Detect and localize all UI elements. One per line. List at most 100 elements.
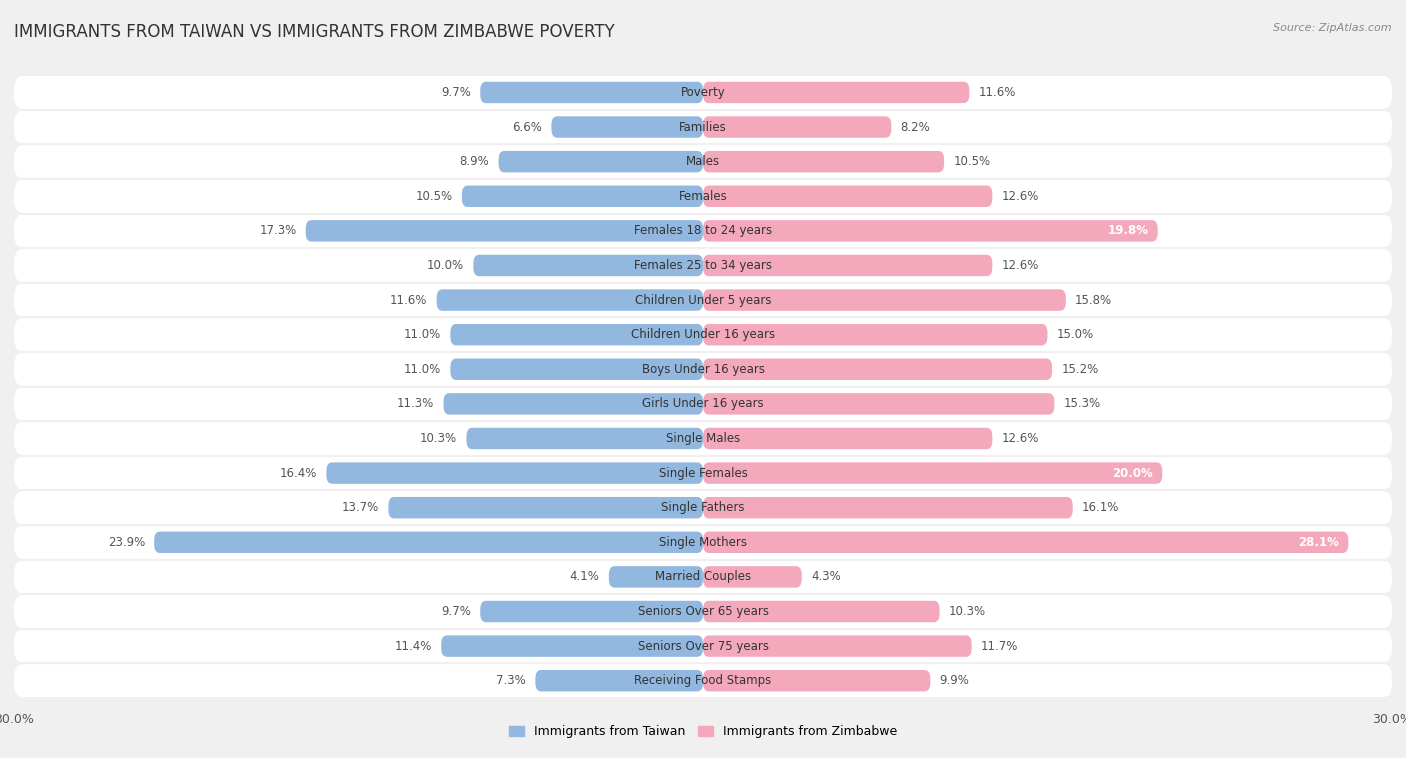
Text: 15.3%: 15.3% (1063, 397, 1101, 410)
FancyBboxPatch shape (14, 595, 1392, 628)
FancyBboxPatch shape (14, 215, 1392, 247)
Text: 15.8%: 15.8% (1076, 293, 1112, 306)
FancyBboxPatch shape (499, 151, 703, 172)
Text: 10.3%: 10.3% (949, 605, 986, 618)
FancyBboxPatch shape (450, 359, 703, 380)
FancyBboxPatch shape (481, 82, 703, 103)
Text: 16.1%: 16.1% (1083, 501, 1119, 514)
FancyBboxPatch shape (703, 462, 1163, 484)
Text: 16.4%: 16.4% (280, 467, 318, 480)
Text: 9.9%: 9.9% (939, 674, 969, 688)
Text: Source: ZipAtlas.com: Source: ZipAtlas.com (1274, 23, 1392, 33)
FancyBboxPatch shape (437, 290, 703, 311)
Text: 8.2%: 8.2% (900, 121, 931, 133)
Text: 7.3%: 7.3% (496, 674, 526, 688)
Text: Receiving Food Stamps: Receiving Food Stamps (634, 674, 772, 688)
Text: Poverty: Poverty (681, 86, 725, 99)
FancyBboxPatch shape (703, 255, 993, 276)
Text: Single Females: Single Females (658, 467, 748, 480)
Text: Females 25 to 34 years: Females 25 to 34 years (634, 259, 772, 272)
FancyBboxPatch shape (703, 359, 1052, 380)
Text: 10.3%: 10.3% (420, 432, 457, 445)
FancyBboxPatch shape (14, 664, 1392, 697)
Text: Females 18 to 24 years: Females 18 to 24 years (634, 224, 772, 237)
Text: 10.5%: 10.5% (953, 155, 990, 168)
FancyBboxPatch shape (441, 635, 703, 657)
FancyBboxPatch shape (703, 670, 931, 691)
FancyBboxPatch shape (703, 82, 969, 103)
Text: Married Couples: Married Couples (655, 571, 751, 584)
Text: 9.7%: 9.7% (441, 605, 471, 618)
Text: Females: Females (679, 190, 727, 202)
FancyBboxPatch shape (703, 566, 801, 587)
Text: Seniors Over 75 years: Seniors Over 75 years (637, 640, 769, 653)
FancyBboxPatch shape (703, 290, 1066, 311)
Text: 28.1%: 28.1% (1298, 536, 1339, 549)
FancyBboxPatch shape (703, 116, 891, 138)
FancyBboxPatch shape (14, 629, 1392, 662)
Text: Families: Families (679, 121, 727, 133)
Text: 20.0%: 20.0% (1112, 467, 1153, 480)
FancyBboxPatch shape (703, 635, 972, 657)
FancyBboxPatch shape (14, 180, 1392, 213)
Text: 11.0%: 11.0% (404, 363, 441, 376)
FancyBboxPatch shape (14, 318, 1392, 351)
Text: Males: Males (686, 155, 720, 168)
Text: Children Under 5 years: Children Under 5 years (634, 293, 772, 306)
FancyBboxPatch shape (14, 352, 1392, 386)
FancyBboxPatch shape (443, 393, 703, 415)
FancyBboxPatch shape (703, 220, 1157, 242)
FancyBboxPatch shape (703, 531, 1348, 553)
FancyBboxPatch shape (481, 601, 703, 622)
Text: Boys Under 16 years: Boys Under 16 years (641, 363, 765, 376)
FancyBboxPatch shape (609, 566, 703, 587)
FancyBboxPatch shape (703, 428, 993, 449)
Text: Single Mothers: Single Mothers (659, 536, 747, 549)
Text: 15.0%: 15.0% (1057, 328, 1094, 341)
FancyBboxPatch shape (703, 497, 1073, 518)
Text: 10.0%: 10.0% (427, 259, 464, 272)
Text: 19.8%: 19.8% (1108, 224, 1149, 237)
Text: 23.9%: 23.9% (108, 536, 145, 549)
Text: IMMIGRANTS FROM TAIWAN VS IMMIGRANTS FROM ZIMBABWE POVERTY: IMMIGRANTS FROM TAIWAN VS IMMIGRANTS FRO… (14, 23, 614, 41)
FancyBboxPatch shape (467, 428, 703, 449)
FancyBboxPatch shape (14, 76, 1392, 109)
FancyBboxPatch shape (155, 531, 703, 553)
Text: 12.6%: 12.6% (1001, 190, 1039, 202)
Text: 11.6%: 11.6% (389, 293, 427, 306)
Text: 11.6%: 11.6% (979, 86, 1017, 99)
FancyBboxPatch shape (551, 116, 703, 138)
FancyBboxPatch shape (536, 670, 703, 691)
FancyBboxPatch shape (474, 255, 703, 276)
Text: 11.7%: 11.7% (981, 640, 1018, 653)
Text: 11.4%: 11.4% (395, 640, 432, 653)
FancyBboxPatch shape (14, 456, 1392, 490)
FancyBboxPatch shape (14, 526, 1392, 559)
FancyBboxPatch shape (703, 324, 1047, 346)
Text: Girls Under 16 years: Girls Under 16 years (643, 397, 763, 410)
Text: 4.1%: 4.1% (569, 571, 599, 584)
FancyBboxPatch shape (450, 324, 703, 346)
Text: 13.7%: 13.7% (342, 501, 380, 514)
FancyBboxPatch shape (14, 422, 1392, 455)
FancyBboxPatch shape (14, 560, 1392, 594)
FancyBboxPatch shape (14, 283, 1392, 317)
Text: 17.3%: 17.3% (259, 224, 297, 237)
Text: Single Males: Single Males (666, 432, 740, 445)
Text: 8.9%: 8.9% (460, 155, 489, 168)
FancyBboxPatch shape (703, 186, 993, 207)
FancyBboxPatch shape (305, 220, 703, 242)
FancyBboxPatch shape (14, 111, 1392, 144)
Text: 12.6%: 12.6% (1001, 259, 1039, 272)
FancyBboxPatch shape (14, 387, 1392, 421)
FancyBboxPatch shape (388, 497, 703, 518)
Text: 6.6%: 6.6% (512, 121, 543, 133)
Text: Seniors Over 65 years: Seniors Over 65 years (637, 605, 769, 618)
Legend: Immigrants from Taiwan, Immigrants from Zimbabwe: Immigrants from Taiwan, Immigrants from … (503, 720, 903, 744)
Text: 9.7%: 9.7% (441, 86, 471, 99)
Text: 15.2%: 15.2% (1062, 363, 1098, 376)
Text: 11.3%: 11.3% (396, 397, 434, 410)
Text: 11.0%: 11.0% (404, 328, 441, 341)
Text: Children Under 16 years: Children Under 16 years (631, 328, 775, 341)
FancyBboxPatch shape (703, 601, 939, 622)
